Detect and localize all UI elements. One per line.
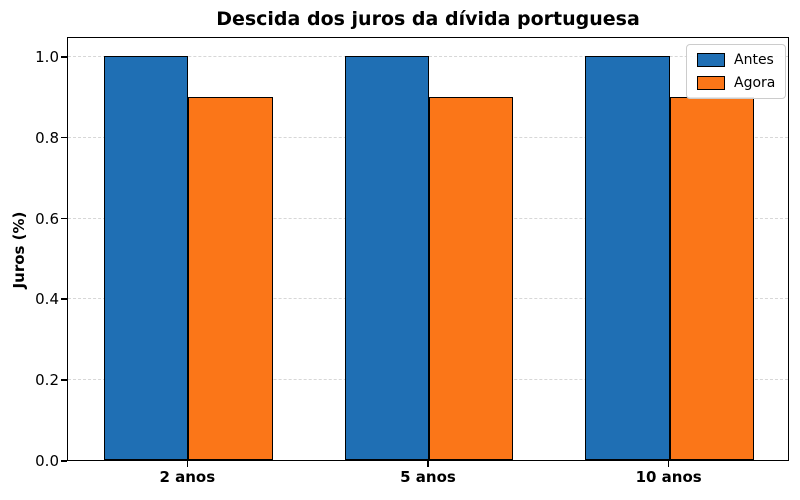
bar-agora-2-anos [188, 96, 273, 460]
legend-swatch [697, 53, 725, 67]
y-tick-label: 0.4 [35, 290, 59, 309]
legend-item-agora: Agora [697, 75, 775, 91]
x-axis-tick [667, 461, 670, 467]
y-axis-tick [61, 136, 67, 139]
bar-agora-5-anos [429, 96, 514, 460]
y-axis-tick [61, 379, 67, 381]
x-tick-label: 2 anos [159, 468, 216, 486]
y-axis-tick [61, 298, 67, 300]
y-axis-tick [61, 56, 67, 58]
x-axis-tick [186, 461, 189, 467]
bar-antes-2-anos [104, 56, 189, 460]
bar-antes-10-anos [585, 56, 670, 460]
chart-title: Descida dos juros da dívida portuguesa [216, 8, 640, 30]
legend: Antes Agora [686, 44, 787, 99]
y-axis-tick [61, 217, 67, 220]
y-axis-tick [61, 460, 67, 462]
y-tick-label: 1.0 [35, 48, 59, 67]
y-tick-label: 0.6 [35, 209, 59, 228]
legend-swatch [697, 76, 725, 90]
legend-label: Antes [734, 52, 774, 68]
x-tick-label: 5 anos [400, 468, 456, 486]
y-axis-label: Juros (%) [10, 211, 28, 289]
legend-label: Agora [734, 75, 776, 91]
x-axis-tick [427, 461, 429, 467]
y-tick-label: 0.0 [35, 452, 59, 470]
bar-antes-5-anos [344, 56, 429, 460]
y-tick-label: 0.2 [35, 371, 59, 390]
y-tick-label: 0.8 [35, 128, 59, 147]
legend-item-antes: Antes [697, 52, 775, 68]
plot-area [67, 37, 789, 461]
x-tick-label: 10 anos [635, 468, 702, 486]
bar-agora-10-anos [669, 96, 754, 460]
